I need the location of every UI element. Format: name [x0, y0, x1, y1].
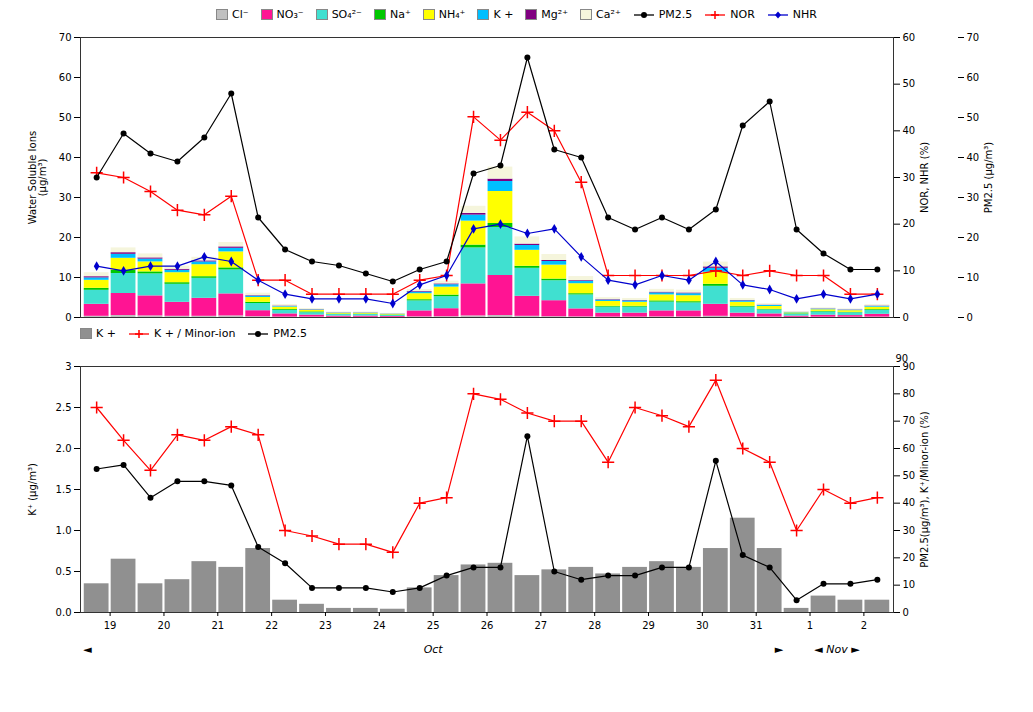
svg-text:NOR, NHR (%): NOR, NHR (%) — [919, 142, 930, 213]
svg-text:70: 70 — [967, 32, 980, 43]
svg-text:2.0: 2.0 — [56, 443, 72, 454]
html-text:Mg²⁺: Mg²⁺ — [541, 8, 569, 21]
svg-text:K⁺ (μg/m³): K⁺ (μg/m³) — [27, 463, 38, 516]
svg-text:PM2.5(μg/m³), K⁺/Minor-ion (%): PM2.5(μg/m³), K⁺/Minor-ion (%) — [919, 411, 930, 568]
svg-text:40: 40 — [967, 152, 980, 163]
html-text:NH₄⁺: NH₄⁺ — [438, 8, 466, 21]
svg-text:0: 0 — [967, 312, 973, 323]
svg-text:20: 20 — [903, 552, 916, 563]
svg-text:90: 90 — [902, 360, 916, 372]
html-text:PM2.5: PM2.5 — [273, 327, 307, 340]
svg-text:1.5: 1.5 — [56, 484, 72, 495]
svg-text:24: 24 — [373, 620, 386, 631]
svg-text:70: 70 — [903, 415, 916, 426]
html-text:NOR: NOR — [730, 8, 755, 21]
svg-text:►: ► — [775, 643, 784, 656]
svg-text:30: 30 — [903, 172, 916, 183]
svg-text:1: 1 — [807, 620, 813, 631]
svg-text:50: 50 — [59, 112, 72, 123]
svg-text:20: 20 — [903, 218, 916, 229]
svg-text:50: 50 — [903, 78, 916, 89]
svg-text:0: 0 — [903, 607, 909, 618]
svg-text:19: 19 — [104, 620, 117, 631]
svg-text:◄: ◄ — [83, 643, 92, 656]
html-text:K +: K + — [493, 8, 514, 21]
svg-text:23: 23 — [319, 620, 332, 631]
svg-text:60: 60 — [59, 72, 72, 83]
svg-text:90: 90 — [896, 353, 909, 364]
svg-text:26: 26 — [481, 620, 494, 631]
svg-text:10: 10 — [903, 579, 916, 590]
svg-text:40: 40 — [59, 152, 72, 163]
svg-text:20: 20 — [59, 232, 72, 243]
svg-text:10: 10 — [967, 272, 980, 283]
html-text:Ca²⁺: Ca²⁺ — [596, 8, 621, 21]
svg-text:21: 21 — [211, 620, 224, 631]
svg-text:70: 70 — [59, 32, 72, 43]
svg-text:27: 27 — [534, 620, 547, 631]
svg-text:20: 20 — [158, 620, 171, 631]
svg-text:Oct: Oct — [424, 643, 444, 656]
svg-text:0.5: 0.5 — [56, 566, 72, 577]
svg-text:◄ Nov ►: ◄ Nov ► — [814, 643, 860, 656]
svg-text:20: 20 — [967, 232, 980, 243]
svg-text:80: 80 — [903, 388, 916, 399]
html-text:K + / Minor-ion: K + / Minor-ion — [153, 327, 236, 340]
svg-text:10: 10 — [903, 265, 916, 276]
svg-text:PM2.5 (μg/m³): PM2.5 (μg/m³) — [983, 142, 994, 213]
svg-text:60: 60 — [903, 32, 916, 43]
svg-text:10: 10 — [59, 272, 72, 283]
svg-text:Water Soluble Ions(μg/m³): Water Soluble Ions(μg/m³) — [27, 131, 48, 224]
svg-text:0: 0 — [65, 312, 71, 323]
svg-text:0.0: 0.0 — [56, 607, 72, 618]
svg-text:0: 0 — [903, 312, 909, 323]
svg-text:3: 3 — [65, 361, 71, 372]
svg-text:28: 28 — [588, 620, 601, 631]
svg-text:50: 50 — [903, 470, 916, 481]
svg-text:22: 22 — [265, 620, 278, 631]
svg-text:31: 31 — [750, 620, 763, 631]
svg-text:1.0: 1.0 — [56, 525, 72, 536]
svg-text:60: 60 — [967, 72, 980, 83]
html-text:PM2.5: PM2.5 — [658, 8, 693, 21]
html-text:NO₃⁻: NO₃⁻ — [276, 8, 304, 21]
svg-text:40: 40 — [903, 497, 916, 508]
svg-text:30: 30 — [696, 620, 709, 631]
svg-text:50: 50 — [967, 112, 980, 123]
html-text:K +: K + — [96, 327, 116, 340]
svg-text:2: 2 — [861, 620, 867, 631]
svg-text:30: 30 — [967, 192, 980, 203]
svg-text:40: 40 — [903, 125, 916, 136]
svg-text:29: 29 — [642, 620, 655, 631]
svg-text:60: 60 — [903, 443, 916, 454]
svg-text:30: 30 — [59, 192, 72, 203]
svg-text:25: 25 — [427, 620, 440, 631]
html-text:NHR: NHR — [792, 8, 817, 21]
html-text:SO₄²⁻: SO₄²⁻ — [331, 8, 362, 21]
html-text:Cl⁻: Cl⁻ — [232, 8, 249, 21]
svg-text:30: 30 — [903, 525, 916, 536]
svg-text:2.5: 2.5 — [56, 402, 72, 413]
html-text:Na⁺: Na⁺ — [389, 8, 411, 21]
